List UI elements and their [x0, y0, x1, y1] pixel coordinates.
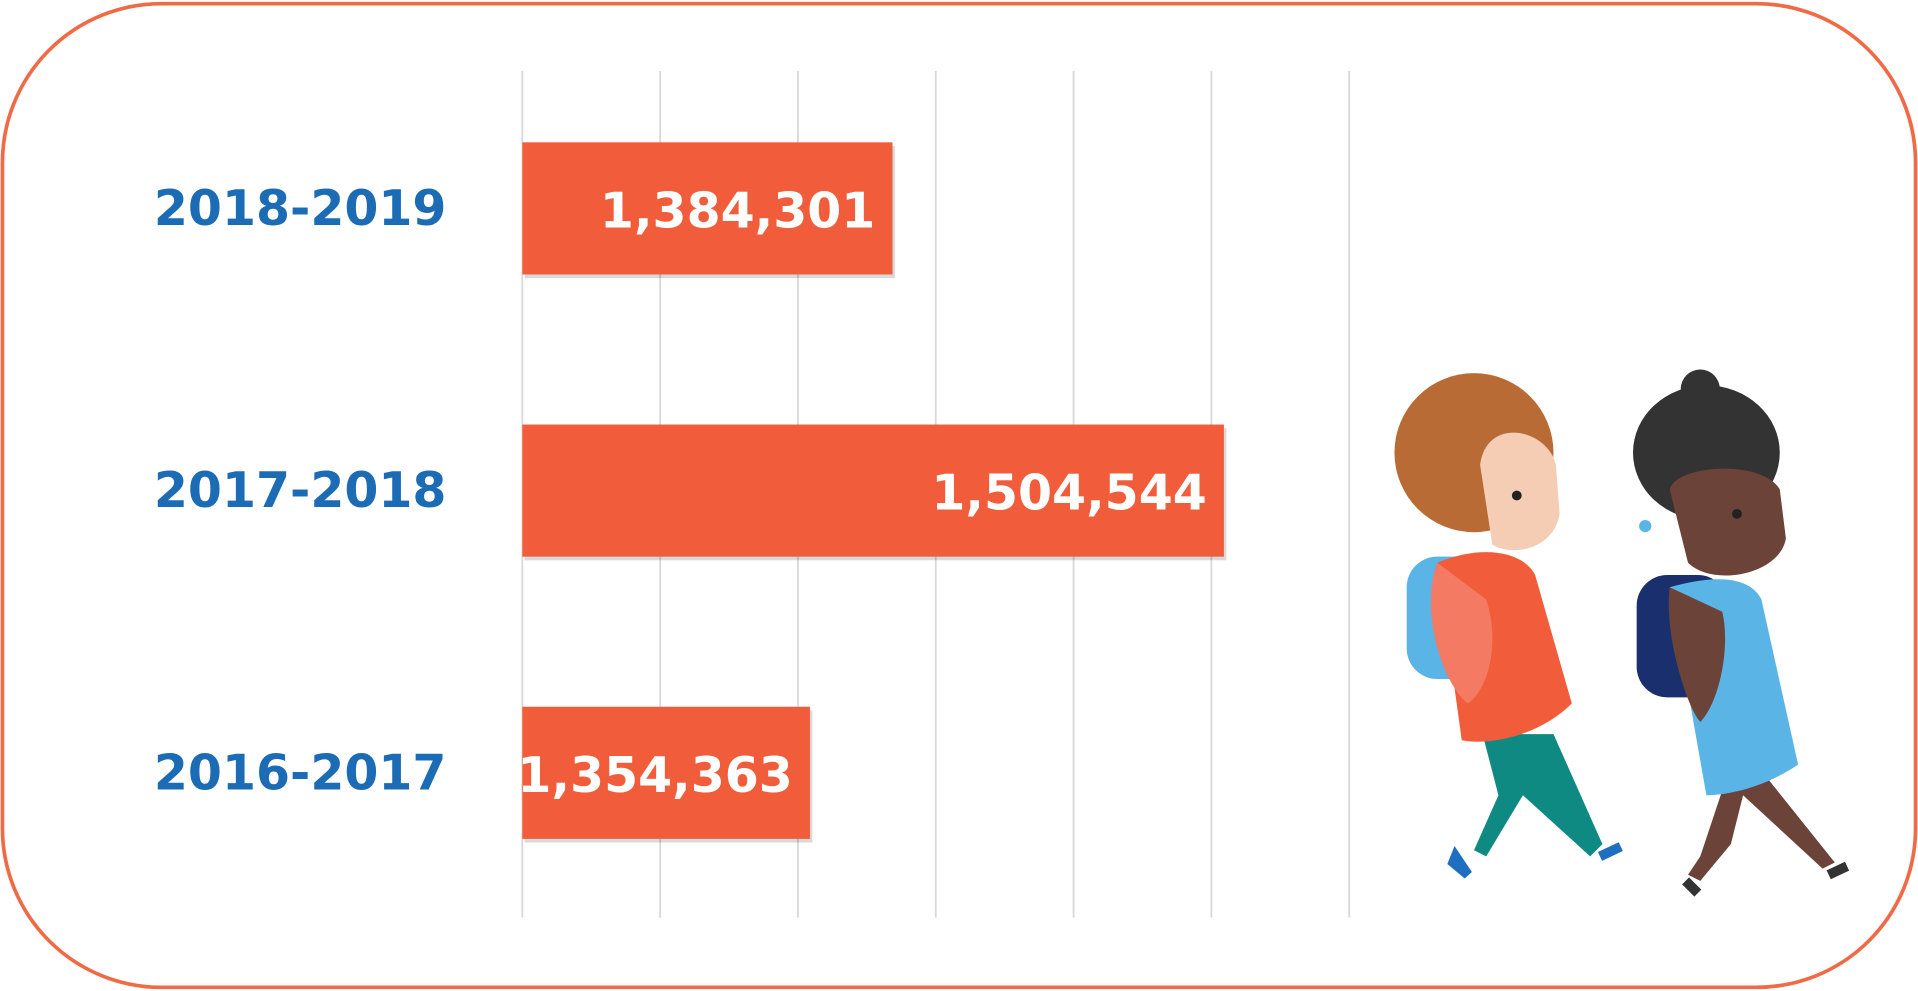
category-label: 2016-2017	[154, 744, 447, 801]
value-label: 1,384,301	[600, 182, 875, 239]
category-label: 2018-2019	[154, 180, 447, 237]
value-label: 1,354,363	[517, 747, 792, 804]
value-label: 1,504,544	[931, 465, 1206, 522]
category-label: 2017-2018	[154, 462, 447, 519]
chart: 2018-2019 1,384,301 2017-2018 1,504,544 2016…	[0, 0, 1918, 991]
